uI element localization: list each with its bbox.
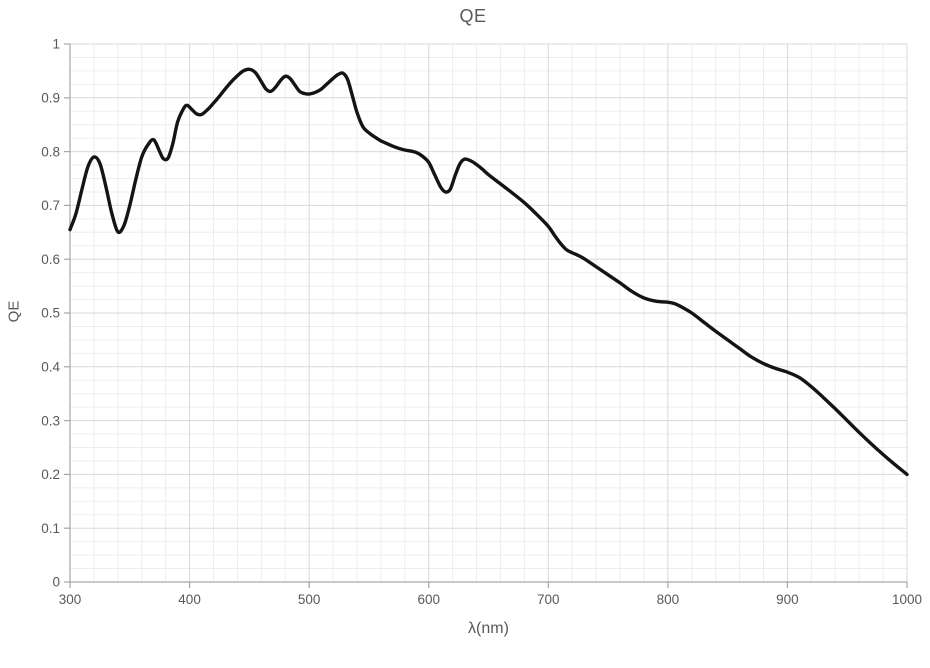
- x-axis-title: λ(nm): [468, 620, 509, 637]
- x-tick-label: 400: [178, 592, 201, 607]
- y-tick-label: 0.8: [41, 144, 60, 159]
- y-tick-label: 0: [52, 575, 60, 590]
- x-tick-label: 900: [776, 592, 799, 607]
- y-axis-title: QE: [5, 300, 23, 323]
- y-tick-label: 0.3: [41, 413, 60, 428]
- qe-curve: [68, 67, 909, 477]
- x-tick-label: 500: [298, 592, 321, 607]
- x-tick-label: 300: [59, 592, 82, 607]
- x-tick-label: 1000: [892, 592, 922, 607]
- y-tick-label: 0.4: [41, 360, 60, 375]
- x-tick-label: 700: [537, 592, 560, 607]
- y-tick-label: 0.6: [41, 252, 60, 267]
- chart-title: QE: [459, 6, 487, 26]
- y-tick-label: 0.9: [41, 91, 60, 106]
- y-tick-label: 0.7: [41, 198, 60, 213]
- y-tick-label: 0.1: [41, 521, 60, 536]
- y-tick-label: 0.5: [41, 306, 60, 321]
- x-tick-label: 600: [417, 592, 440, 607]
- x-tick-label: 800: [657, 592, 680, 607]
- y-tick-label: 1: [52, 37, 60, 52]
- y-tick-label: 0.2: [41, 467, 60, 482]
